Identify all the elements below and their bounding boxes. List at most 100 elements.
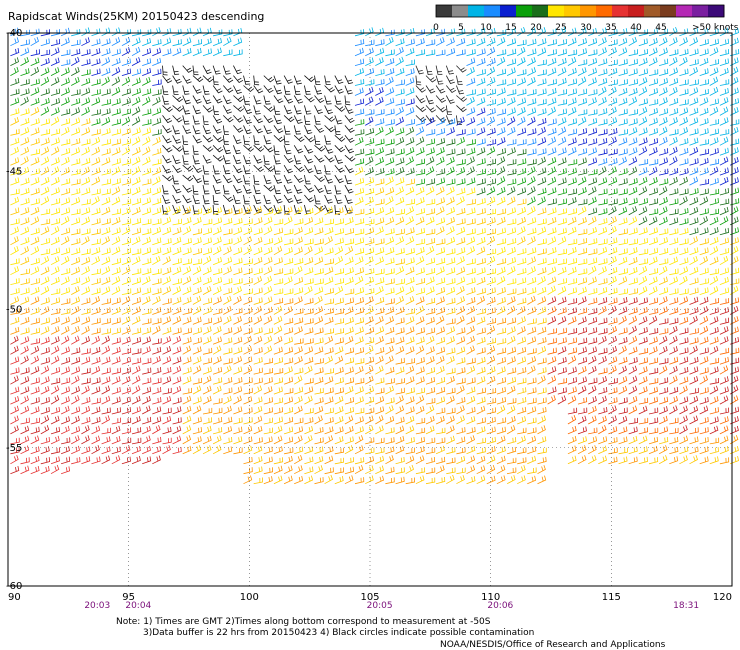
wind-barb: [527, 158, 537, 166]
wind-barb: [517, 127, 527, 136]
wind-barb: [577, 385, 587, 395]
wind-barb: [263, 208, 273, 216]
wind-barb: [699, 325, 709, 335]
wind-barb: [658, 97, 668, 106]
wind-barb: [162, 85, 169, 95]
wind-barb: [557, 168, 567, 176]
wind-barb: [152, 367, 162, 375]
wind-barb: [60, 366, 70, 375]
wind-barb: [507, 238, 517, 246]
wind-barb: [212, 325, 222, 335]
wind-barb: [689, 436, 699, 445]
wind-barb: [466, 77, 476, 86]
wind-barb: [608, 198, 618, 206]
wind-barb: [81, 77, 91, 86]
wind-barb: [213, 308, 223, 315]
wind-barb: [588, 297, 598, 305]
wind-barb: [10, 116, 19, 126]
wind-barb: [729, 395, 739, 405]
wind-barb: [233, 447, 243, 455]
wind-barb: [10, 78, 20, 86]
wind-barb: [476, 138, 486, 146]
wind-barb: [192, 327, 202, 335]
wind-barb: [517, 465, 526, 475]
wind-barb: [172, 218, 182, 226]
wind-barb: [547, 316, 557, 325]
wind-barb: [253, 184, 261, 195]
wind-barb: [273, 288, 284, 295]
wind-barb: [638, 137, 648, 146]
wind-barb: [192, 337, 202, 345]
wind-barb: [476, 197, 486, 206]
wind-barb: [223, 36, 232, 47]
wind-barb: [466, 357, 476, 365]
wind-barb: [162, 105, 173, 113]
wind-barb: [689, 255, 698, 266]
wind-barb: [405, 118, 415, 126]
wind-barb: [202, 105, 214, 113]
wind-barb: [91, 89, 101, 96]
wind-barb: [152, 307, 162, 315]
wind-barb: [517, 57, 526, 66]
wind-barb: [385, 298, 395, 305]
wind-barb: [598, 287, 608, 295]
wind-barb: [618, 58, 628, 66]
wind-barb: [192, 65, 199, 76]
wind-barb: [162, 276, 171, 285]
wind-barb: [618, 415, 628, 425]
wind-barb: [212, 236, 222, 246]
wind-barb: [223, 49, 233, 57]
wind-barb: [10, 454, 19, 465]
wind-barb: [253, 445, 263, 455]
wind-barb: [648, 128, 658, 136]
wind-barb: [669, 217, 679, 226]
wind-barb: [446, 457, 456, 465]
wind-barb: [658, 37, 668, 47]
wind-barb: [405, 236, 415, 246]
wind-barb: [30, 426, 40, 435]
wind-barb: [517, 198, 527, 206]
wind-barb: [30, 97, 40, 106]
wind-barb: [547, 375, 557, 385]
wind-barb: [71, 247, 81, 256]
wind-barb: [628, 206, 638, 216]
wind-barb: [91, 435, 101, 445]
wind-barb: [111, 27, 121, 37]
wind-barb: [567, 37, 577, 47]
wind-barb: [314, 278, 324, 285]
wind-barb: [314, 85, 322, 95]
wind-barb: [476, 178, 486, 186]
wind-barb: [527, 417, 537, 425]
wind-barb: [588, 455, 597, 465]
wind-barb: [415, 238, 426, 246]
wind-barb: [436, 427, 446, 435]
wind-barb: [638, 116, 648, 126]
wind-barb: [598, 226, 608, 236]
wind-barb: [658, 287, 669, 295]
wind-barb: [294, 395, 303, 405]
wind-barb: [598, 407, 608, 415]
wind-barb: [415, 336, 425, 345]
wind-barb: [557, 208, 567, 216]
wind-barb: [598, 128, 608, 136]
wind-barb: [243, 165, 251, 175]
wind-barb: [375, 147, 384, 156]
wind-barb: [20, 187, 30, 196]
wind-barb: [709, 119, 720, 126]
wind-barb: [466, 207, 476, 216]
wind-barb: [20, 268, 30, 276]
wind-barb: [253, 335, 263, 345]
wind-barb: [121, 237, 132, 246]
wind-barb: [405, 308, 416, 315]
wind-barb: [91, 307, 101, 315]
wind-barb: [273, 397, 284, 405]
wind-barb: [425, 355, 435, 365]
wind-barb: [375, 277, 385, 285]
note-line-1: Note: 1) Times are GMT 2)Times along bot…: [116, 617, 491, 627]
wind-barb: [375, 268, 385, 276]
colorbar-swatch: [692, 5, 709, 17]
wind-barb: [263, 436, 273, 445]
wind-barb: [588, 396, 597, 405]
wind-barb: [496, 426, 506, 435]
wind-barb: [273, 75, 282, 85]
